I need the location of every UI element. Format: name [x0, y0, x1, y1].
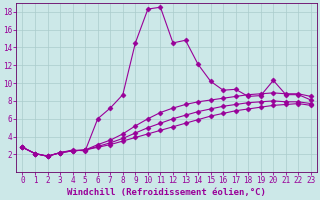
X-axis label: Windchill (Refroidissement éolien,°C): Windchill (Refroidissement éolien,°C)	[67, 188, 266, 197]
